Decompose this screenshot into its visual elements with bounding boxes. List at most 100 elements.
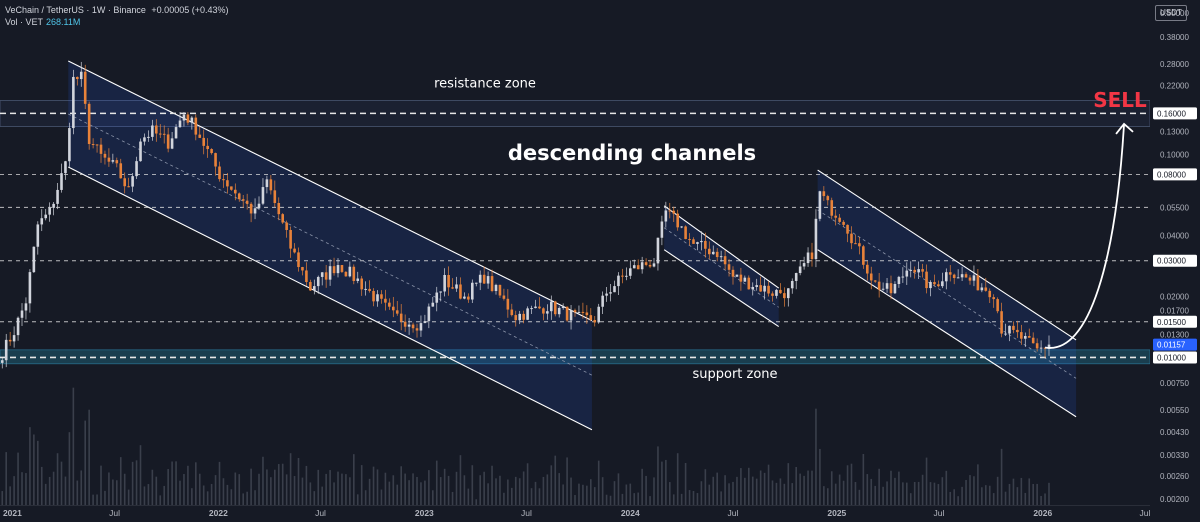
candle-up [569,310,573,321]
candle-down [155,125,158,134]
time-axis[interactable]: 2021 Jul 2022 Jul 2023 Jul 2024 Jul 2025 Jul 2026 J… [0,505,1150,519]
volume-bar [455,471,458,506]
volume-bar [996,476,999,506]
volume-bar [234,472,237,506]
candle-up [893,284,897,294]
volume-bar [135,460,138,506]
candle-up [28,272,32,304]
candle-down [937,284,940,287]
candle-down [826,196,830,201]
channel-fill-1 [68,61,592,430]
volume-bar [526,463,529,506]
candle-down [269,179,273,191]
candle-up [0,360,4,363]
volume-bar [882,486,884,506]
candle-down [115,160,119,164]
volume-bar [965,479,967,506]
volume-bar [191,488,193,506]
y-tick-label: 0.38000 [1160,33,1189,42]
volume-bar [546,474,549,506]
volume-bar [744,477,746,506]
volume-bar [368,478,371,506]
volume-bar [866,474,869,506]
volume-label: Vol · VET [5,17,44,27]
volume-bar [147,484,150,506]
volume-bar [479,475,482,506]
candle-up [139,141,142,162]
volume-bar [17,452,19,506]
candle-up [174,127,178,139]
volume-bar [992,493,995,506]
candle-down [380,294,383,299]
candle-up [423,321,427,324]
volume-bar [325,473,327,506]
channel-lower-line [817,249,1077,418]
volume-bar [668,482,671,506]
candle-down [119,163,123,179]
candle-down [249,203,253,214]
volume-bar [680,493,683,506]
channel-fill-3 [817,170,1077,417]
candle-up [471,282,474,300]
candle-down [490,276,494,292]
candle-down [230,186,233,190]
x-tick-label: 2022 [209,508,228,518]
volume-bar [483,471,485,506]
volume-bar [732,481,734,506]
candle-up [48,207,51,215]
volume-bar [499,475,501,506]
volume-bar [151,469,154,506]
candle-down [759,285,762,292]
y-tick-label: 0.22000 [1160,81,1189,90]
volume-bar [803,475,805,506]
candle-up [32,246,36,273]
volume-bar [88,409,90,506]
candle-up [652,263,656,267]
candle-down [984,287,988,291]
y-tick-label: 0.10000 [1160,151,1189,160]
volume-bar [29,427,31,506]
volume-bar [341,473,343,506]
candle-up [980,287,984,291]
currency-button[interactable]: USDT [1155,5,1187,21]
candle-down [482,274,486,284]
volume-bar [862,453,865,506]
x-tick-label: 2023 [415,508,434,518]
candle-down [842,221,845,225]
volume-bar [40,466,43,506]
volume-bar [886,481,888,506]
volume-bar [838,474,841,506]
price-axis[interactable]: 0.50000 0.38000 0.28000 0.22000 0.13000 0.100… [1150,0,1200,522]
projection-arrow [1044,123,1125,349]
candle-up [44,214,48,219]
candle-up [52,203,55,208]
volume-bar [226,484,229,506]
volume-bar [52,471,55,506]
descending-channels [68,60,1077,431]
volume-bar [1012,478,1015,506]
candle-up [530,308,533,310]
volume-bar [274,469,276,506]
symbol-title[interactable]: VeChain / TetherUS · 1W · Binance [5,5,146,15]
candle-down [95,144,99,146]
volume-bar [665,459,667,506]
volume-bar [929,482,932,506]
candle-up [905,270,909,277]
candle-down [234,189,237,194]
candle-up [431,302,435,307]
volume-bar [1036,483,1038,506]
candle-up [56,189,59,204]
candle-down [858,243,861,247]
candle-up [474,282,478,284]
candle-down [522,313,525,320]
candle-down [368,288,371,291]
volume-bar [9,486,11,506]
volume-bar [609,495,612,506]
volume-bar [495,478,497,506]
level-label: 0.16000 [1157,109,1186,118]
candle-down [862,246,865,265]
volume-bar [210,483,213,506]
candle-down [668,210,672,212]
volume-bar [424,480,426,506]
